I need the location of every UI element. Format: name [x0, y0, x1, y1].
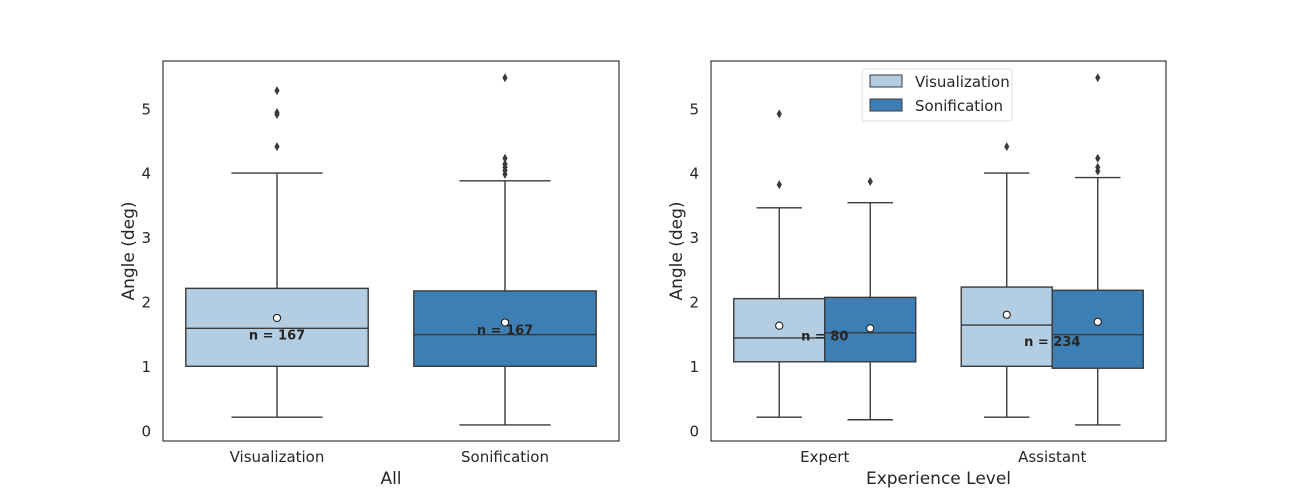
- mean-marker: [272, 313, 282, 323]
- sample-size-label: n = 167: [477, 324, 533, 339]
- outlier-point: [274, 142, 280, 152]
- outlier-point: [776, 109, 782, 119]
- left-boxplot-panel: 0 1 2 3 4 5 Visualization Sonification All Angle …: [119, 60, 620, 489]
- outlier-point: [867, 176, 873, 186]
- axes-frame: [162, 60, 620, 442]
- outlier-point: [1095, 153, 1101, 163]
- legend-swatch-sonification: [869, 98, 903, 112]
- y-tick-label: 4: [689, 165, 699, 183]
- mean-marker: [866, 324, 875, 333]
- y-axis-label: Angle (deg): [119, 201, 139, 300]
- x-tick-label: Visualization: [230, 448, 325, 466]
- outlier-point: [502, 159, 508, 169]
- y-tick-label: 4: [141, 165, 151, 183]
- mean-marker: [500, 318, 510, 327]
- y-tick-label: 5: [141, 100, 151, 118]
- box-iqr: [185, 287, 369, 367]
- y-tick-label: 1: [141, 358, 151, 376]
- axes-frame: [710, 60, 1167, 442]
- sample-size-label: n = 234: [1024, 335, 1080, 350]
- y-tick-label: 3: [689, 229, 699, 247]
- x-tick-label: Sonification: [461, 448, 549, 466]
- legend: Visualization Sonification: [861, 68, 1013, 122]
- box-iqr: [960, 286, 1053, 367]
- sample-size-label: n = 167: [249, 329, 305, 344]
- legend-swatch-visualization: [869, 74, 903, 88]
- y-tick-label: 5: [689, 100, 699, 118]
- box-iqr: [413, 290, 597, 367]
- outlier-point: [502, 153, 508, 163]
- x-tick-label: Assistant: [1018, 448, 1086, 466]
- y-tick-label: 3: [141, 229, 151, 247]
- mean-marker: [1093, 317, 1102, 326]
- y-tick-label: 2: [689, 294, 699, 312]
- x-tick-label: Expert: [800, 448, 849, 466]
- outlier-point: [274, 86, 280, 96]
- outlier-point: [1004, 142, 1010, 152]
- legend-label-sonification: Sonification: [915, 97, 1003, 115]
- mean-marker: [775, 321, 784, 330]
- y-axis-label: Angle (deg): [667, 201, 687, 300]
- y-tick-label: 0: [141, 422, 151, 440]
- outlier-point: [776, 180, 782, 190]
- legend-label-visualization: Visualization: [915, 73, 1010, 91]
- outlier-point: [502, 73, 508, 83]
- outlier-point: [1095, 162, 1101, 172]
- y-tick-label: 0: [689, 422, 699, 440]
- sample-size-label: n = 80: [801, 329, 848, 344]
- box-iqr: [1051, 289, 1144, 369]
- right-boxplot-panel: 0 1 2 3 4 5 Expert Assistant Experience Level Ang…: [667, 60, 1167, 489]
- y-tick-label: 1: [689, 358, 699, 376]
- outlier-point: [1095, 73, 1101, 83]
- outlier-point: [274, 108, 280, 118]
- x-axis-label: Experience Level: [866, 469, 1011, 489]
- y-tick-label: 2: [141, 294, 151, 312]
- mean-marker: [1002, 310, 1011, 319]
- x-axis-label: All: [380, 469, 401, 489]
